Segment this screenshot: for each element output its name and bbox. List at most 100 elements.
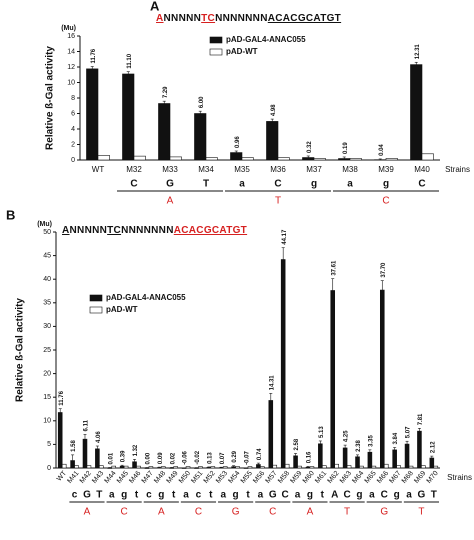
- mutation-letter: T: [431, 490, 437, 501]
- y-tick-label: 35: [43, 300, 51, 307]
- group-label: C: [382, 196, 389, 207]
- y-tick-label: 40: [43, 276, 51, 283]
- x-tick-label: M54: [227, 470, 241, 485]
- x-tick-label: M68: [401, 470, 415, 485]
- bar: [260, 466, 265, 469]
- value-label: 4.06: [96, 431, 102, 443]
- bar: [421, 465, 426, 469]
- value-label: 44.17: [282, 229, 288, 245]
- x-tick-label: M40: [414, 165, 430, 174]
- bar: [338, 158, 351, 161]
- x-tick-label: M51: [190, 470, 204, 485]
- value-label: 2.38: [356, 440, 362, 452]
- value-label: 0.16: [307, 451, 313, 463]
- bar: [247, 466, 253, 469]
- y-tick-label: 10: [67, 79, 75, 86]
- value-label: -0.07: [245, 451, 251, 465]
- bar: [241, 157, 254, 161]
- bar: [160, 466, 166, 469]
- mutation-letter: a: [183, 490, 189, 501]
- sequence-segment: A: [156, 13, 164, 24]
- bar: [86, 465, 92, 469]
- bar: [277, 157, 290, 161]
- bar: [122, 73, 135, 161]
- value-label: 11.10: [127, 53, 133, 68]
- mutation-letter: T: [203, 179, 209, 190]
- bar: [169, 156, 182, 161]
- mutation-letter: a: [109, 490, 115, 501]
- x-tick-label: M53: [215, 470, 229, 485]
- bar: [383, 463, 389, 469]
- bar: [266, 121, 279, 161]
- value-label: 3.84: [393, 432, 399, 444]
- value-label: 5.07: [406, 426, 412, 438]
- x-axis-label: Strains: [447, 473, 472, 482]
- mutation-letter: t: [246, 490, 250, 501]
- sequence-segment: NNNNNNN: [215, 13, 268, 24]
- y-tick-label: 20: [43, 370, 51, 377]
- panel-label: B: [6, 207, 15, 222]
- value-label: 1.58: [71, 440, 77, 452]
- mutation-letter: G: [269, 490, 277, 501]
- value-label: -0.06: [183, 450, 189, 464]
- bar: [334, 463, 339, 469]
- y-tick-label: 15: [43, 394, 51, 401]
- mutation-letter: G: [418, 490, 426, 501]
- bar: [123, 465, 129, 469]
- legend-swatch: [89, 294, 103, 302]
- group-label: T: [418, 507, 424, 518]
- bar: [410, 64, 423, 161]
- bar: [82, 438, 88, 469]
- bar: [61, 463, 67, 469]
- x-tick-label: M42: [79, 470, 93, 485]
- value-label: 0.39: [121, 450, 127, 462]
- bar: [330, 290, 336, 469]
- value-label: 6.11: [84, 419, 90, 431]
- value-label: 11.76: [59, 390, 65, 405]
- y-tick-label: 2: [71, 141, 75, 148]
- bar: [396, 465, 401, 469]
- x-tick-label: M57: [265, 470, 279, 485]
- x-tick-label: WT: [92, 165, 105, 174]
- x-tick-label: M32: [126, 165, 142, 174]
- bar: [284, 463, 290, 469]
- bar: [222, 466, 228, 469]
- value-label: 0.13: [207, 452, 213, 464]
- group-label: C: [121, 507, 128, 518]
- legend-label: pAD-WT: [226, 47, 258, 56]
- value-label: 4.98: [271, 104, 277, 116]
- mutation-letter: C: [343, 490, 350, 501]
- sequence-segment: NNNNN: [164, 13, 202, 24]
- unit-label: (Mu): [37, 221, 52, 228]
- bar: [158, 103, 171, 161]
- bar: [322, 465, 327, 469]
- value-label: 2.12: [430, 441, 436, 453]
- x-tick-label: M65: [364, 470, 378, 485]
- group-label: G: [380, 507, 388, 518]
- bar: [404, 443, 410, 469]
- sequence: ANNNNNTCNNNNNNNACACGCATGT: [62, 225, 247, 236]
- value-label: 5.13: [319, 426, 325, 438]
- bar: [210, 466, 216, 469]
- value-label: 7.29: [163, 86, 169, 98]
- value-label: 37.61: [331, 260, 337, 276]
- sequence-segment: A: [62, 225, 70, 236]
- mutation-letter: t: [209, 490, 213, 501]
- mutation-letter: g: [383, 179, 389, 190]
- bar: [302, 157, 315, 161]
- bar: [97, 155, 110, 161]
- mutation-letter: t: [172, 490, 176, 501]
- bar: [346, 465, 352, 469]
- x-tick-label: M38: [342, 165, 358, 174]
- x-tick-label: M46: [128, 470, 142, 485]
- x-tick-label: M34: [198, 165, 214, 174]
- bar: [309, 466, 315, 469]
- mutation-letter: a: [295, 490, 301, 501]
- value-label: 0.00: [145, 452, 151, 464]
- sequence-segment: TC: [107, 225, 121, 236]
- mutation-letter: c: [146, 490, 152, 501]
- group-label: A: [167, 196, 174, 207]
- bar: [169, 467, 174, 469]
- bar: [256, 464, 261, 469]
